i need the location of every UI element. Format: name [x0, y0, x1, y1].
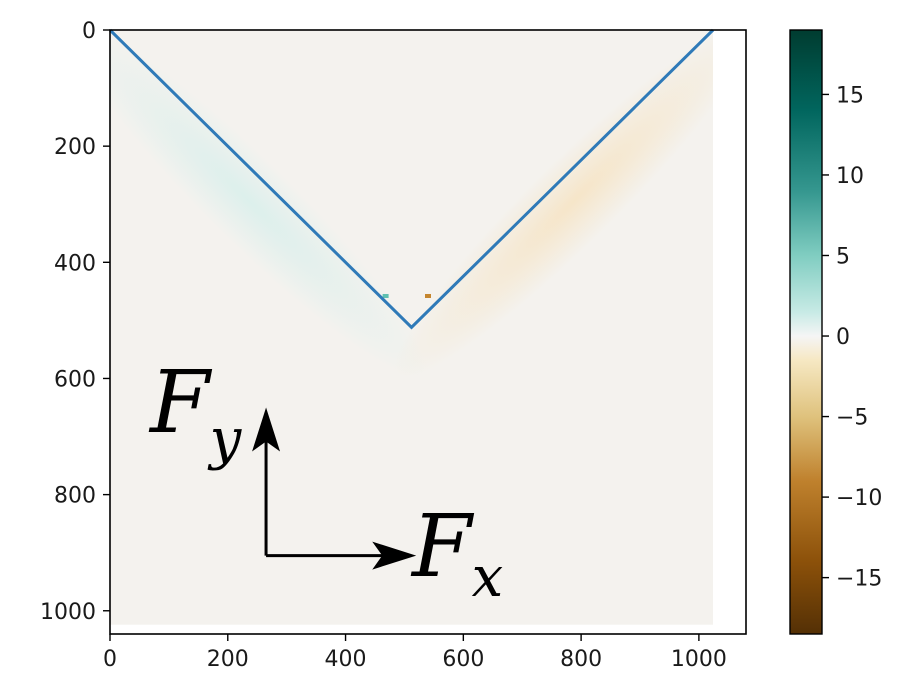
colorbar-tick-label: 10 [836, 164, 864, 189]
colorbar-tick-label: −15 [836, 567, 882, 592]
x-tick-label: 0 [103, 647, 117, 672]
y-tick-label: 600 [54, 367, 96, 392]
colorbar-tick-label: 15 [836, 83, 864, 108]
force-annotations: Fy Fx [148, 353, 503, 610]
plot-area [108, 28, 747, 635]
y-tick-label: 1000 [40, 600, 96, 625]
fx-label-main: F [410, 497, 475, 597]
fy-label: Fy [148, 353, 243, 472]
fx-label: Fx [410, 497, 503, 610]
fy-label-main: F [148, 353, 213, 453]
x-tick-label: 1000 [671, 647, 727, 672]
colorbar-tick-label: 0 [836, 325, 850, 350]
fy-label-sub: y [207, 407, 243, 472]
y-tick-label: 0 [82, 19, 96, 44]
series-line [108, 28, 715, 330]
y-tick-label: 800 [54, 484, 96, 509]
fx-arrow-head-icon [372, 541, 417, 570]
field-hotspot [382, 293, 389, 298]
field-hotspot [425, 293, 431, 298]
axes-frame [109, 29, 747, 635]
colorbar-tick-label: −5 [836, 406, 868, 431]
y-tick-label: 200 [54, 135, 96, 160]
fx-label-sub: x [472, 545, 504, 610]
field-halos [110, 30, 714, 379]
x-axis: 0 200 400 600 800 1000 [103, 634, 727, 672]
colorbar-tick-label: −10 [836, 486, 882, 511]
x-tick-label: 400 [325, 647, 367, 672]
y-tick-label: 400 [54, 251, 96, 276]
left-halo [110, 30, 430, 379]
colorbar-tick-label: 5 [836, 244, 850, 269]
field-hotspots [382, 293, 431, 298]
colorbar-ticks: 15 10 5 0 −5 −10 −15 [822, 83, 882, 592]
x-tick-label: 600 [442, 647, 484, 672]
y-axis: 0 200 400 600 800 1000 [40, 19, 110, 625]
x-tick-label: 200 [207, 647, 249, 672]
colorbar: 15 10 5 0 −5 −10 −15 [789, 29, 882, 635]
x-tick-label: 800 [560, 647, 602, 672]
fy-arrow-head-icon [252, 407, 281, 452]
right-halo [393, 30, 714, 379]
colorbar-gradient [789, 29, 823, 635]
